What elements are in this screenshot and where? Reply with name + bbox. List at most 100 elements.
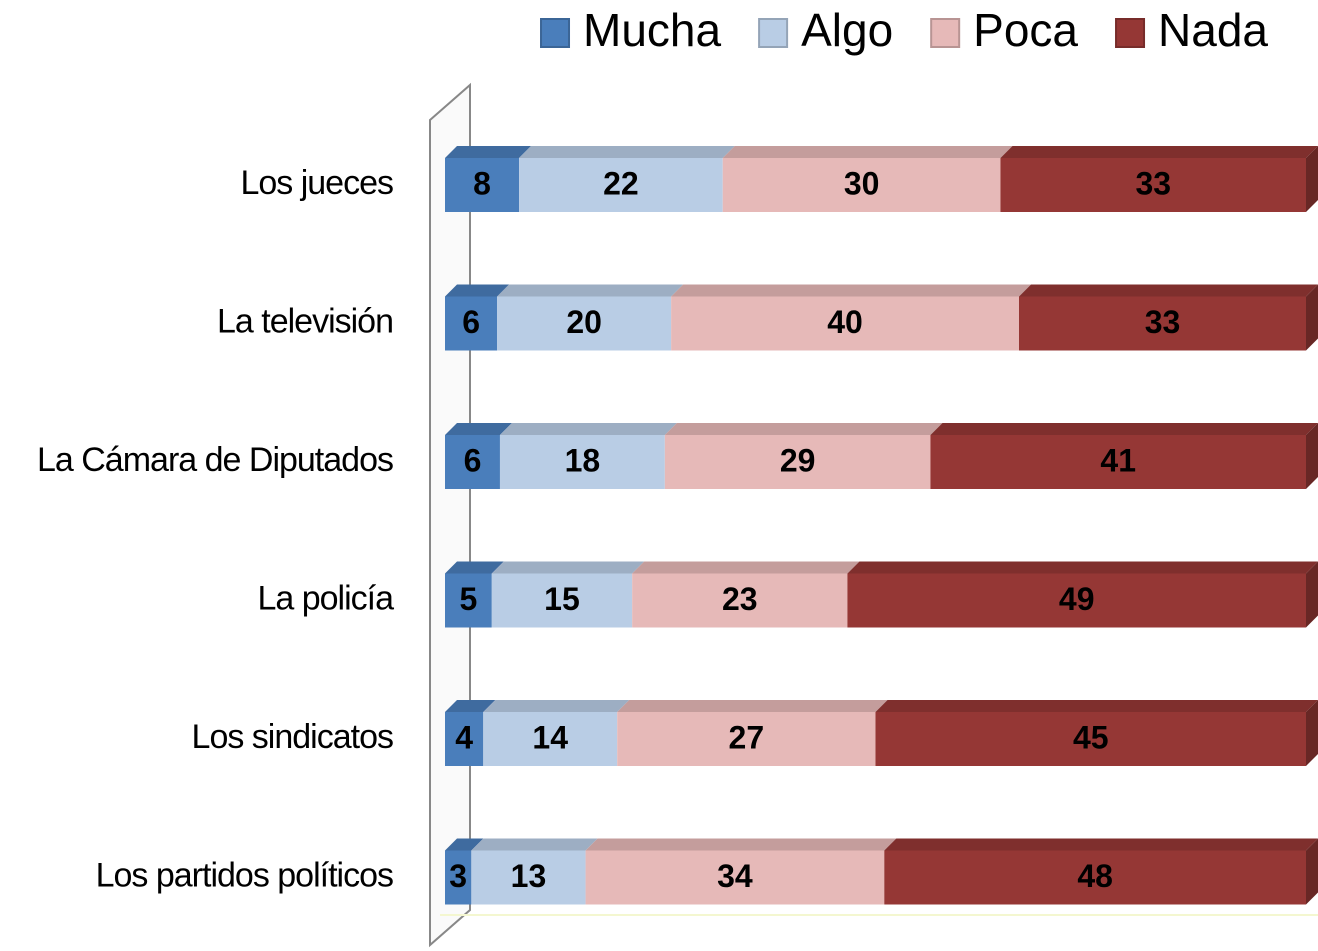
bar-face [585,850,885,905]
data-label: 13 [511,858,547,894]
bar-face [497,296,672,351]
bar-face [445,158,520,212]
bar-face [499,423,677,435]
data-label: 5 [459,581,477,617]
bar-face [445,850,472,905]
bar-face [445,561,504,574]
category-label: Los sindicatos [192,718,393,756]
bar-face [847,561,1318,574]
category-label: Los partidos políticos [96,856,393,894]
data-label: 49 [1059,581,1095,617]
bar-face [445,435,500,489]
data-label: 40 [827,304,863,340]
data-label: 3 [449,858,467,894]
data-label: 8 [473,165,491,201]
bar-segment [722,146,1013,212]
bar-face [671,284,1031,297]
bar-face [617,712,876,766]
bar-face [1306,284,1318,351]
bar-face [1306,146,1318,212]
bar-segment [930,423,1318,489]
legend-label: Algo [801,4,893,56]
legend-label: Mucha [583,4,721,56]
bar-face [1019,284,1318,297]
bar-face [445,423,512,435]
bar-face [722,158,1001,212]
bar-face [722,146,1013,158]
bar-face [1306,423,1318,489]
bar-face [884,838,1318,851]
bar-face [617,700,888,712]
data-label: 48 [1077,858,1113,894]
bar-face [491,561,645,574]
bar-face [930,435,1306,489]
legend-swatch [930,18,961,48]
bar-face [471,850,586,905]
bar-face [875,700,1318,712]
data-label: 6 [464,442,482,478]
bar-segment [445,700,496,766]
data-label: 14 [532,719,568,755]
bar-face [1000,146,1318,158]
data-label: 30 [844,165,880,201]
data-label: 18 [565,442,601,478]
legend-swatch [758,18,789,48]
category-label: Los jueces [240,164,393,202]
bar-face [519,146,735,158]
bar-face [445,284,510,297]
bar-face [445,712,484,766]
bar-face [1019,296,1306,351]
data-label: 29 [780,442,816,478]
bar-segment [847,561,1318,628]
data-label: 4 [455,719,473,755]
bar-face [445,700,496,712]
bar-face [483,712,618,766]
bar-segment [491,561,645,628]
bar-face [930,423,1318,435]
bar-face [445,838,484,851]
bar-segment [499,423,677,489]
bar-segment [585,838,897,905]
legend-swatch [1115,18,1146,48]
bar-segment [483,700,630,766]
bar-face [1306,700,1318,766]
bar-face [664,435,931,489]
data-label: 34 [717,858,753,894]
bar-face [445,146,532,158]
data-label: 20 [566,304,602,340]
bar-face [445,296,498,351]
bar-segment [497,284,684,351]
bar-face [671,296,1019,351]
bar-face [471,838,598,851]
bar-face [585,838,897,851]
data-label: 23 [722,581,758,617]
bar-face [847,573,1306,628]
legend-swatch [540,18,571,48]
data-label: 6 [462,304,480,340]
data-label: 27 [729,719,765,755]
bar-segment [671,284,1031,351]
category-label: La policía [257,579,394,617]
data-label: 33 [1135,165,1171,201]
bar-face [497,284,684,297]
data-label: 33 [1145,304,1181,340]
bar-face [1000,158,1306,212]
bar-segment [617,700,888,766]
bar-segment [445,423,512,489]
bar-segment [471,838,598,905]
bar-segment [445,561,504,628]
axis-wall [429,82,471,948]
bar-segment [884,838,1318,905]
bar-face [875,712,1306,766]
bar-face [491,573,633,628]
bar-face [445,573,492,628]
data-label: 45 [1073,719,1109,755]
bar-face [1306,838,1318,905]
data-label: 41 [1100,442,1136,478]
bar-face [632,573,848,628]
legend-label: Poca [973,4,1078,56]
bar-segment [445,146,532,212]
bar-face [664,423,943,435]
